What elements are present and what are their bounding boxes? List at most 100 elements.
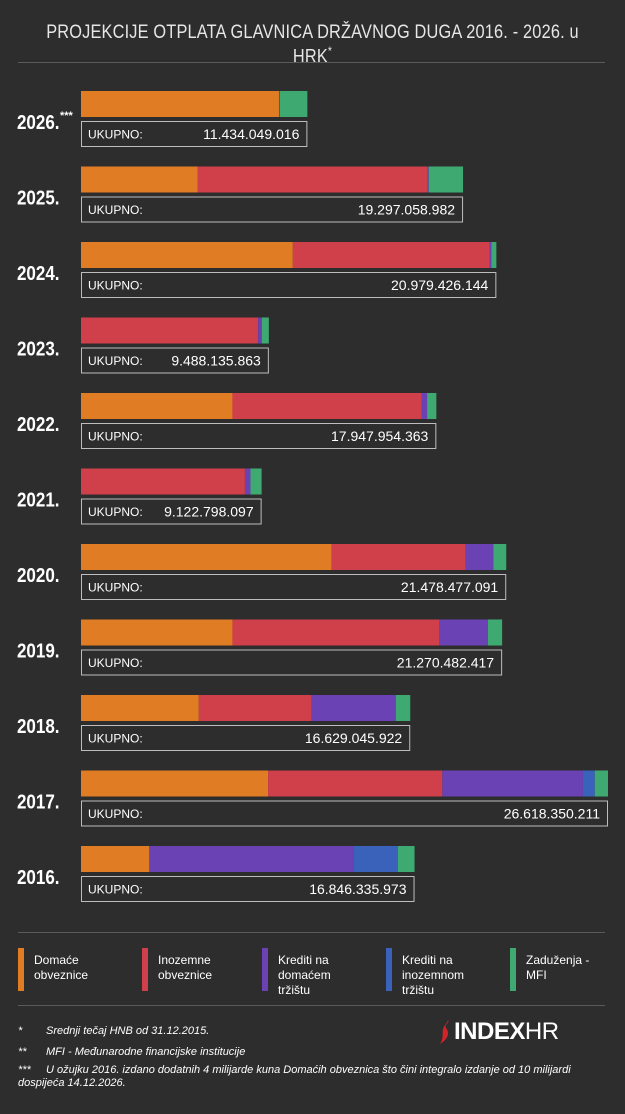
bar-segment bbox=[427, 393, 437, 419]
total-box bbox=[81, 121, 308, 147]
bar-segment bbox=[81, 242, 293, 268]
year-label: 2018. bbox=[17, 715, 60, 738]
bar-segment bbox=[439, 619, 488, 646]
bar-segment bbox=[278, 91, 280, 117]
year-label: 2025. bbox=[17, 186, 60, 209]
bar-segment bbox=[198, 695, 312, 721]
total-value: 21.270.482.417 bbox=[397, 655, 495, 671]
total-label: UKUPNO: bbox=[88, 732, 143, 746]
bar-segment bbox=[292, 242, 490, 268]
total-value: 9.488.135.863 bbox=[171, 353, 261, 369]
year-label: 2021. bbox=[17, 488, 60, 511]
legend-item-krediti-inozemni: Krediti na inozemnom tržištu bbox=[386, 948, 482, 998]
total-value: 11.434.049.016 bbox=[203, 126, 299, 142]
legend-label: Domaće obveznice bbox=[34, 953, 89, 982]
footnote-mark: ** bbox=[18, 1046, 27, 1058]
bar-segment bbox=[397, 846, 415, 872]
bar-segment bbox=[428, 166, 464, 193]
year-label: 2026. bbox=[17, 111, 60, 134]
total-value: 20.979.426.144 bbox=[391, 277, 489, 293]
bar-segment bbox=[81, 544, 332, 570]
total-value: 16.629.045.922 bbox=[305, 730, 403, 746]
total-label: UKUPNO: bbox=[88, 656, 143, 670]
bar-segment bbox=[331, 544, 466, 570]
total-label: UKUPNO: bbox=[88, 505, 143, 519]
bar-segment bbox=[465, 544, 494, 570]
bar-segment bbox=[491, 242, 497, 268]
footnote-text: Srednji tečaj HNB od 31.12.2015. bbox=[46, 1025, 210, 1037]
legend-top-divider bbox=[18, 932, 605, 933]
footnote-3: *** U ožujku 2016. izdano dodatnih 4 mili… bbox=[18, 1064, 578, 1090]
footnote-text: MFI - Međunarodne financijske institucij… bbox=[46, 1046, 246, 1058]
bar-segment bbox=[197, 166, 428, 193]
year-label: 2016. bbox=[17, 866, 60, 889]
stacked-bar-chart: 2026. *** UKUPNO: 11.434.049.016 2025. UKUPNO… bbox=[17, 91, 608, 902]
title-footnote-mark: * bbox=[327, 44, 333, 58]
total-box bbox=[81, 800, 608, 827]
total-box bbox=[81, 423, 437, 449]
total-value: 21.478.477.091 bbox=[401, 579, 499, 595]
legend-label: Krediti na inozemnom tržištu bbox=[402, 953, 465, 997]
legend-item-mfi: Zaduženja - MFI bbox=[510, 948, 596, 991]
total-label: UKUPNO: bbox=[88, 807, 143, 821]
total-value: 26.618.350.211 bbox=[504, 806, 600, 822]
bar-segment bbox=[232, 393, 422, 419]
logo-suffix: HR bbox=[524, 1018, 559, 1045]
bar-segment bbox=[81, 695, 199, 721]
year-footnote-mark: *** bbox=[60, 110, 74, 122]
year-label: 2019. bbox=[17, 639, 60, 662]
footnote-mark: * bbox=[18, 1025, 23, 1037]
total-label: UKUPNO: bbox=[88, 279, 143, 293]
legend-swatch bbox=[262, 948, 268, 991]
legend-swatch bbox=[142, 948, 148, 991]
chili-icon bbox=[440, 1020, 449, 1044]
legend-label: Inozemne obveznice bbox=[158, 953, 213, 982]
total-value: 16.846.335.973 bbox=[309, 881, 407, 897]
total-value: 9.122.798.097 bbox=[164, 504, 254, 520]
total-box bbox=[81, 196, 464, 223]
legend-item-domace: Domaće obveznice bbox=[18, 948, 114, 991]
year-label: 2017. bbox=[17, 790, 60, 813]
bar-segment bbox=[442, 770, 583, 797]
bar-segment bbox=[353, 846, 398, 872]
bar-segment bbox=[421, 393, 428, 419]
year-label: 2024. bbox=[17, 262, 60, 285]
total-box bbox=[81, 347, 269, 374]
legend-bottom-divider bbox=[18, 1005, 605, 1006]
top-divider bbox=[18, 62, 605, 63]
legend-item-krediti-domaci: Krediti na domaćem tržištu bbox=[262, 948, 348, 998]
bar-segment bbox=[489, 242, 492, 268]
bar-segment bbox=[250, 468, 262, 495]
total-label: UKUPNO: bbox=[88, 203, 143, 217]
total-box bbox=[81, 272, 497, 298]
bar-segment bbox=[81, 91, 279, 117]
year-label: 2023. bbox=[17, 337, 60, 360]
total-box bbox=[81, 574, 507, 600]
total-label: UKUPNO: bbox=[88, 430, 143, 444]
bar-segment bbox=[594, 770, 608, 797]
bar-segment bbox=[81, 619, 233, 646]
bar-segment bbox=[81, 770, 269, 797]
total-value: 19.297.058.982 bbox=[358, 202, 456, 218]
logo-brand: INDEX bbox=[454, 1018, 525, 1045]
bar-segment bbox=[258, 317, 262, 344]
bar-segment bbox=[81, 317, 259, 344]
legend-label: Zaduženja - MFI bbox=[526, 953, 590, 982]
total-value: 17.947.954.363 bbox=[331, 428, 429, 444]
total-label: UKUPNO: bbox=[88, 128, 143, 142]
bar-segment bbox=[395, 695, 411, 721]
footnote-mark: *** bbox=[18, 1064, 31, 1076]
bar-segment bbox=[268, 770, 443, 797]
bar-segment bbox=[232, 619, 440, 646]
bar-segment bbox=[81, 166, 198, 193]
legend-label: Krediti na domaćem tržištu bbox=[278, 953, 331, 997]
bar-segment bbox=[279, 91, 308, 117]
bar-segment bbox=[81, 468, 245, 495]
legend-swatch bbox=[510, 948, 516, 991]
total-box bbox=[81, 876, 415, 902]
index-hr-logo: INDEX HR bbox=[438, 1018, 559, 1046]
bar-segment bbox=[311, 695, 396, 721]
total-box bbox=[81, 649, 503, 676]
footnote-text: U ožujku 2016. izdano dodatnih 4 milijar… bbox=[18, 1064, 571, 1089]
bar-segment bbox=[582, 770, 595, 797]
